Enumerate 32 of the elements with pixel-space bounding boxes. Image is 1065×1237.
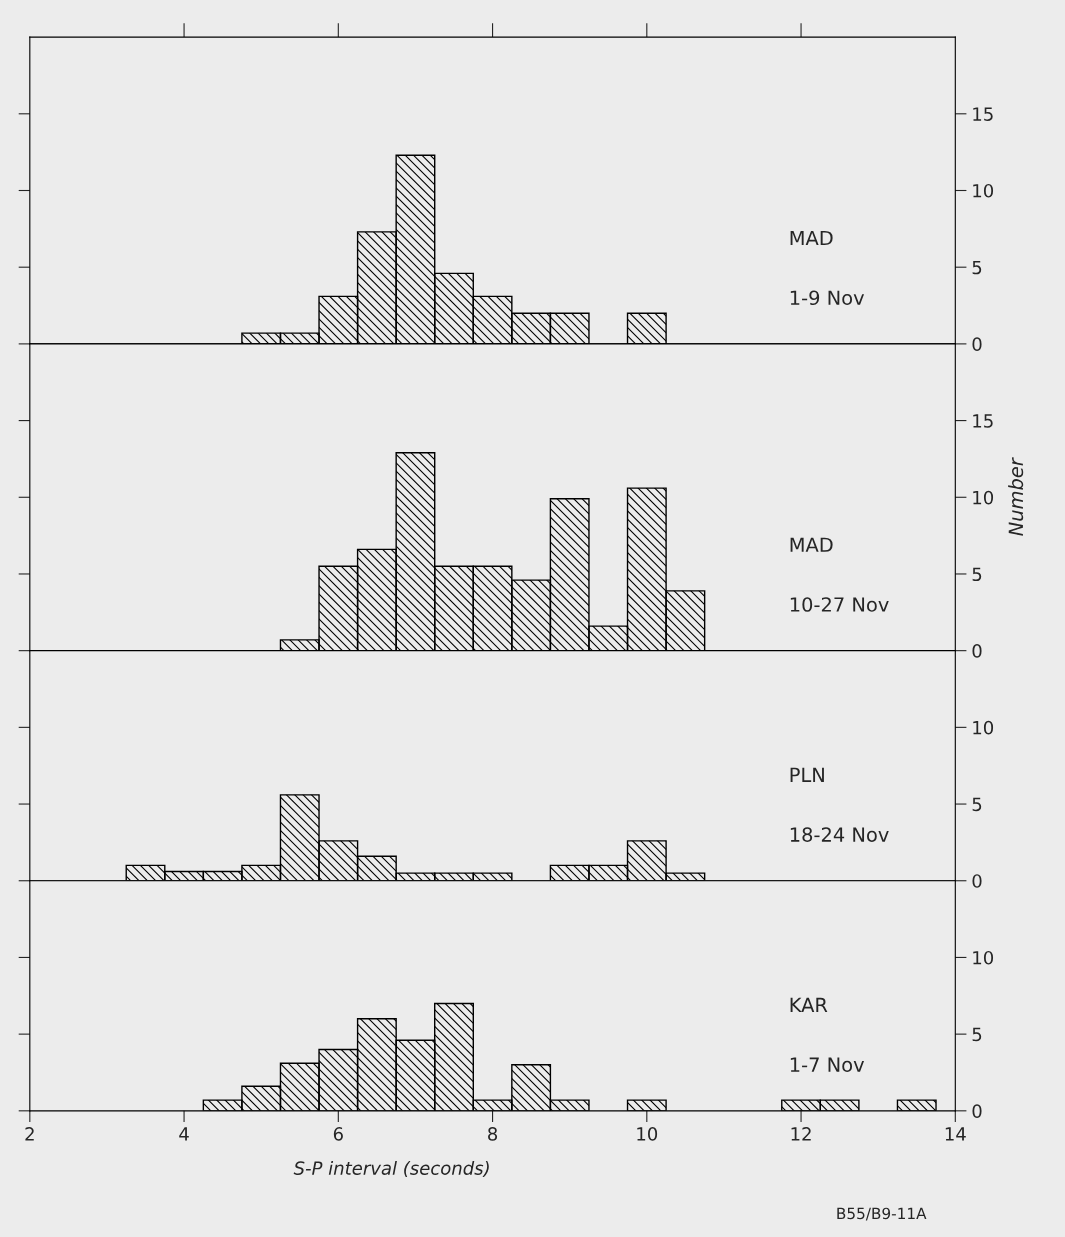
x-axis-title: S-P interval (seconds) <box>293 1160 489 1178</box>
x-tick-label: 12 <box>791 1127 811 1141</box>
annotation: MAD <box>790 230 833 246</box>
y-axis-title: Number <box>1008 457 1024 536</box>
y-tick-label: 10 <box>973 720 994 735</box>
y-tick-label: 5 <box>972 797 982 812</box>
x-tick-label: 10 <box>637 1127 658 1141</box>
text: B55/B9-11A <box>837 1207 927 1221</box>
y-tick-label: 0 <box>972 337 982 351</box>
y-tick-label: 5 <box>972 1027 982 1042</box>
x-tick-label: 4 <box>179 1127 189 1141</box>
x-tick-label: 6 <box>333 1127 343 1141</box>
x-tick-label: 2 <box>25 1127 34 1141</box>
y-tick-label: 0 <box>972 1104 982 1118</box>
y-tick-label: 10 <box>973 950 994 965</box>
annotation: 18-24 Nov <box>790 827 889 842</box>
y-tick-label: 10 <box>973 490 994 505</box>
y-tick-label: 10 <box>973 183 994 198</box>
annotation: KAR <box>790 997 828 1013</box>
x-tick-label: 14 <box>945 1127 966 1141</box>
y-tick-label: 0 <box>972 644 982 658</box>
annotation: 1-7 Nov <box>790 1057 865 1073</box>
y-tick-label: 5 <box>972 567 982 582</box>
y-tick-label: 15 <box>973 107 993 121</box>
annotation: 10-27 Nov <box>790 597 889 612</box>
annotation: MAD <box>790 537 833 552</box>
annotation: 1-9 Nov <box>790 290 865 306</box>
y-tick-label: 5 <box>972 260 982 275</box>
y-tick-label: 15 <box>973 414 993 428</box>
y-tick-label: 0 <box>972 874 982 888</box>
x-tick-label: 8 <box>488 1127 498 1141</box>
annotation: PLN <box>790 767 824 782</box>
